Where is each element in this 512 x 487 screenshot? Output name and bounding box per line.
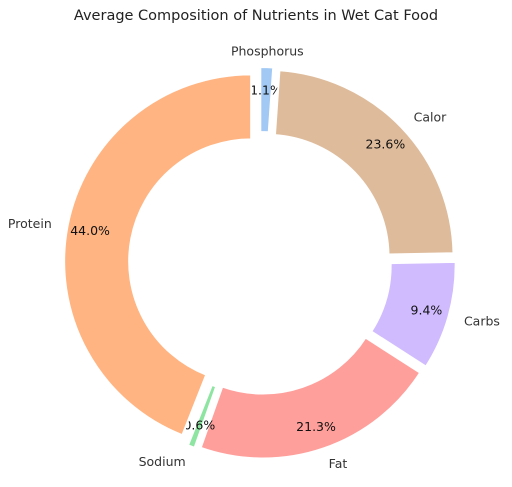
category-label-phosphorus: Phosphorus bbox=[231, 44, 304, 59]
slice-sodium bbox=[186, 383, 218, 450]
value-label-fat: 21.3% bbox=[296, 419, 336, 434]
category-label-protein: Protein bbox=[8, 216, 52, 231]
category-label-carbs: Carbs bbox=[464, 313, 500, 328]
slice-calor bbox=[273, 69, 455, 256]
value-label-phosphorus: 1.1% bbox=[250, 83, 282, 98]
value-label-carbs: 9.4% bbox=[411, 303, 443, 318]
value-label-protein: 44.0% bbox=[70, 223, 110, 238]
slice-carbs bbox=[369, 260, 457, 369]
category-label-sodium: Sodium bbox=[139, 454, 186, 469]
category-label-fat: Fat bbox=[329, 456, 348, 471]
value-label-sodium: 0.6% bbox=[183, 418, 215, 433]
category-label-calor: Calor bbox=[414, 109, 448, 124]
slice-fat bbox=[199, 336, 422, 460]
slice-protein bbox=[63, 73, 253, 437]
value-label-calor: 23.6% bbox=[366, 136, 406, 151]
chart-title: Average Composition of Nutrients in Wet … bbox=[73, 8, 439, 24]
slice-phosphorus bbox=[259, 66, 275, 134]
